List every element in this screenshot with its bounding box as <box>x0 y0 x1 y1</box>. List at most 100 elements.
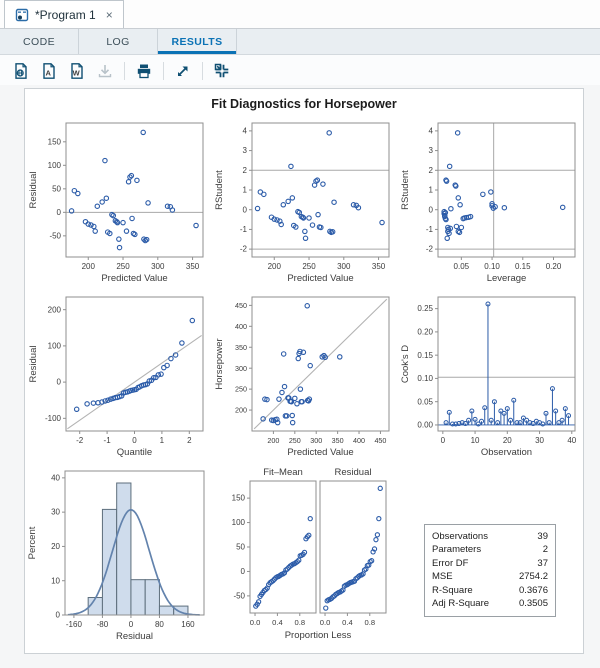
svg-text:3: 3 <box>429 146 434 155</box>
svg-text:40: 40 <box>567 436 576 445</box>
svg-text:0.0: 0.0 <box>320 618 331 627</box>
svg-text:0.10: 0.10 <box>417 374 433 383</box>
stat-row: Observations 39 <box>432 530 548 542</box>
svg-text:200: 200 <box>235 406 247 415</box>
svg-text:80: 80 <box>155 620 164 629</box>
svg-text:Leverage: Leverage <box>487 273 527 284</box>
program-tab[interactable]: *Program 1 × <box>4 0 124 28</box>
svg-text:Cook's D: Cook's D <box>400 345 411 383</box>
svg-text:100: 100 <box>48 161 62 170</box>
svg-text:50: 50 <box>236 543 245 552</box>
svg-text:250: 250 <box>116 262 130 271</box>
svg-text:-1: -1 <box>240 225 248 234</box>
toolbar-separator <box>163 61 164 80</box>
svg-text:W: W <box>73 68 81 77</box>
svg-text:Horsepower: Horsepower <box>214 338 225 389</box>
plot-rstudent-vs-leverage: 0.05 0.10 0.15 0.20 -2 -1 0 1 2 3 4 Leverage RStuden… <box>397 115 583 287</box>
ods-results-panel: Fit Diagnostics for Horsepower 200 250 300… <box>24 88 584 654</box>
print-icon[interactable] <box>131 59 157 83</box>
svg-text:-2: -2 <box>426 245 434 254</box>
download-pdf-icon[interactable]: A <box>36 59 62 83</box>
svg-text:0.20: 0.20 <box>417 327 433 336</box>
svg-text:0: 0 <box>241 567 246 576</box>
svg-text:0: 0 <box>56 611 61 620</box>
tab-code[interactable]: CODE <box>0 29 79 54</box>
collapse-results-icon[interactable] <box>209 59 235 83</box>
svg-text:200: 200 <box>267 436 279 445</box>
svg-text:RStudent: RStudent <box>214 170 225 210</box>
download-html-icon[interactable] <box>8 59 34 83</box>
svg-text:Quantile: Quantile <box>117 447 152 458</box>
download-icon[interactable] <box>92 59 118 83</box>
svg-text:0.25: 0.25 <box>417 304 433 313</box>
svg-text:RStudent: RStudent <box>400 170 411 210</box>
stat-row: Adj R-Square 0.3505 <box>432 598 548 609</box>
svg-text:30: 30 <box>535 436 544 445</box>
plot-residual-fit-spread: 0.0 0.4 0.8 Fit–Mean 0.0 0.4 0.8 Residual -50 0 50… <box>211 463 397 649</box>
plot-cooks-d: 0 10 20 30 40 0.00 0.05 0.10 0.15 0.20 0.25 Observa… <box>397 289 583 461</box>
svg-text:0: 0 <box>429 205 434 214</box>
program-tab-label: *Program 1 <box>35 7 96 22</box>
tab-results[interactable]: RESULTS <box>158 29 237 54</box>
stat-row: Parameters 2 <box>432 544 548 555</box>
svg-text:0: 0 <box>129 620 134 629</box>
svg-text:Fit–Mean: Fit–Mean <box>263 467 303 478</box>
svg-text:30: 30 <box>51 508 60 517</box>
svg-text:4: 4 <box>429 126 434 135</box>
svg-text:1: 1 <box>243 186 248 195</box>
svg-text:150: 150 <box>48 137 62 146</box>
svg-text:-80: -80 <box>97 620 109 629</box>
toolbar-separator <box>124 61 125 80</box>
svg-text:300: 300 <box>337 262 351 271</box>
svg-text:350: 350 <box>332 436 344 445</box>
svg-text:200: 200 <box>48 305 62 314</box>
svg-text:Percent: Percent <box>27 526 38 559</box>
close-tab-icon[interactable]: × <box>105 7 113 22</box>
svg-text:300: 300 <box>310 436 322 445</box>
svg-text:0.15: 0.15 <box>417 351 433 360</box>
svg-text:Residual: Residual <box>335 467 372 478</box>
svg-text:-100: -100 <box>45 414 62 423</box>
document-tabstrip: *Program 1 × <box>0 0 600 29</box>
svg-text:0: 0 <box>57 208 62 217</box>
svg-text:2: 2 <box>429 166 434 175</box>
svg-text:0.00: 0.00 <box>417 421 433 430</box>
svg-text:0: 0 <box>441 436 446 445</box>
svg-text:10: 10 <box>51 576 60 585</box>
stat-row: R-Square 0.3676 <box>432 584 548 596</box>
svg-text:0.20: 0.20 <box>546 262 562 271</box>
svg-text:0.15: 0.15 <box>515 262 531 271</box>
plot-residual-vs-predicted: 200 250 300 350 -50 0 50 100 150 Predicted Value R… <box>25 115 211 287</box>
results-content: Fit Diagnostics for Horsepower 200 250 300… <box>0 85 600 668</box>
svg-text:2: 2 <box>187 436 192 445</box>
download-rtf-icon[interactable]: W <box>64 59 90 83</box>
svg-text:Predicted Value: Predicted Value <box>101 273 167 284</box>
svg-text:Predicted Value: Predicted Value <box>287 273 353 284</box>
plot-residual-qq: -2 -1 0 1 2 -100 0 100 200 Quantile Residual <box>25 289 211 461</box>
svg-text:100: 100 <box>232 518 246 527</box>
fit-statistics-cell: Observations 39 Parameters 2 Error DF 37 MSE 27… <box>397 463 583 649</box>
svg-text:Residual: Residual <box>116 631 153 642</box>
svg-text:0.8: 0.8 <box>364 618 375 627</box>
svg-text:1: 1 <box>429 186 434 195</box>
svg-text:40: 40 <box>51 473 60 482</box>
svg-text:Predicted Value: Predicted Value <box>287 447 353 458</box>
svg-text:A: A <box>45 68 51 77</box>
svg-text:300: 300 <box>235 364 247 373</box>
diagnostics-grid: 200 250 300 350 -50 0 50 100 150 Predicted Value R… <box>25 115 583 649</box>
svg-text:Observation: Observation <box>481 447 532 458</box>
svg-text:0: 0 <box>57 378 62 387</box>
svg-text:3: 3 <box>243 146 248 155</box>
svg-text:0.10: 0.10 <box>484 262 500 271</box>
svg-text:50: 50 <box>52 184 61 193</box>
open-new-window-icon[interactable] <box>170 59 196 83</box>
svg-text:-2: -2 <box>76 436 84 445</box>
stat-row: MSE 2754.2 <box>432 571 548 582</box>
svg-text:-50: -50 <box>233 591 245 600</box>
tab-log[interactable]: LOG <box>79 29 158 54</box>
svg-text:1: 1 <box>160 436 165 445</box>
plot-residual-histogram: -160 -80 0 80 160 0 10 20 30 40 Residual Percent <box>25 463 211 649</box>
svg-text:-160: -160 <box>66 620 83 629</box>
